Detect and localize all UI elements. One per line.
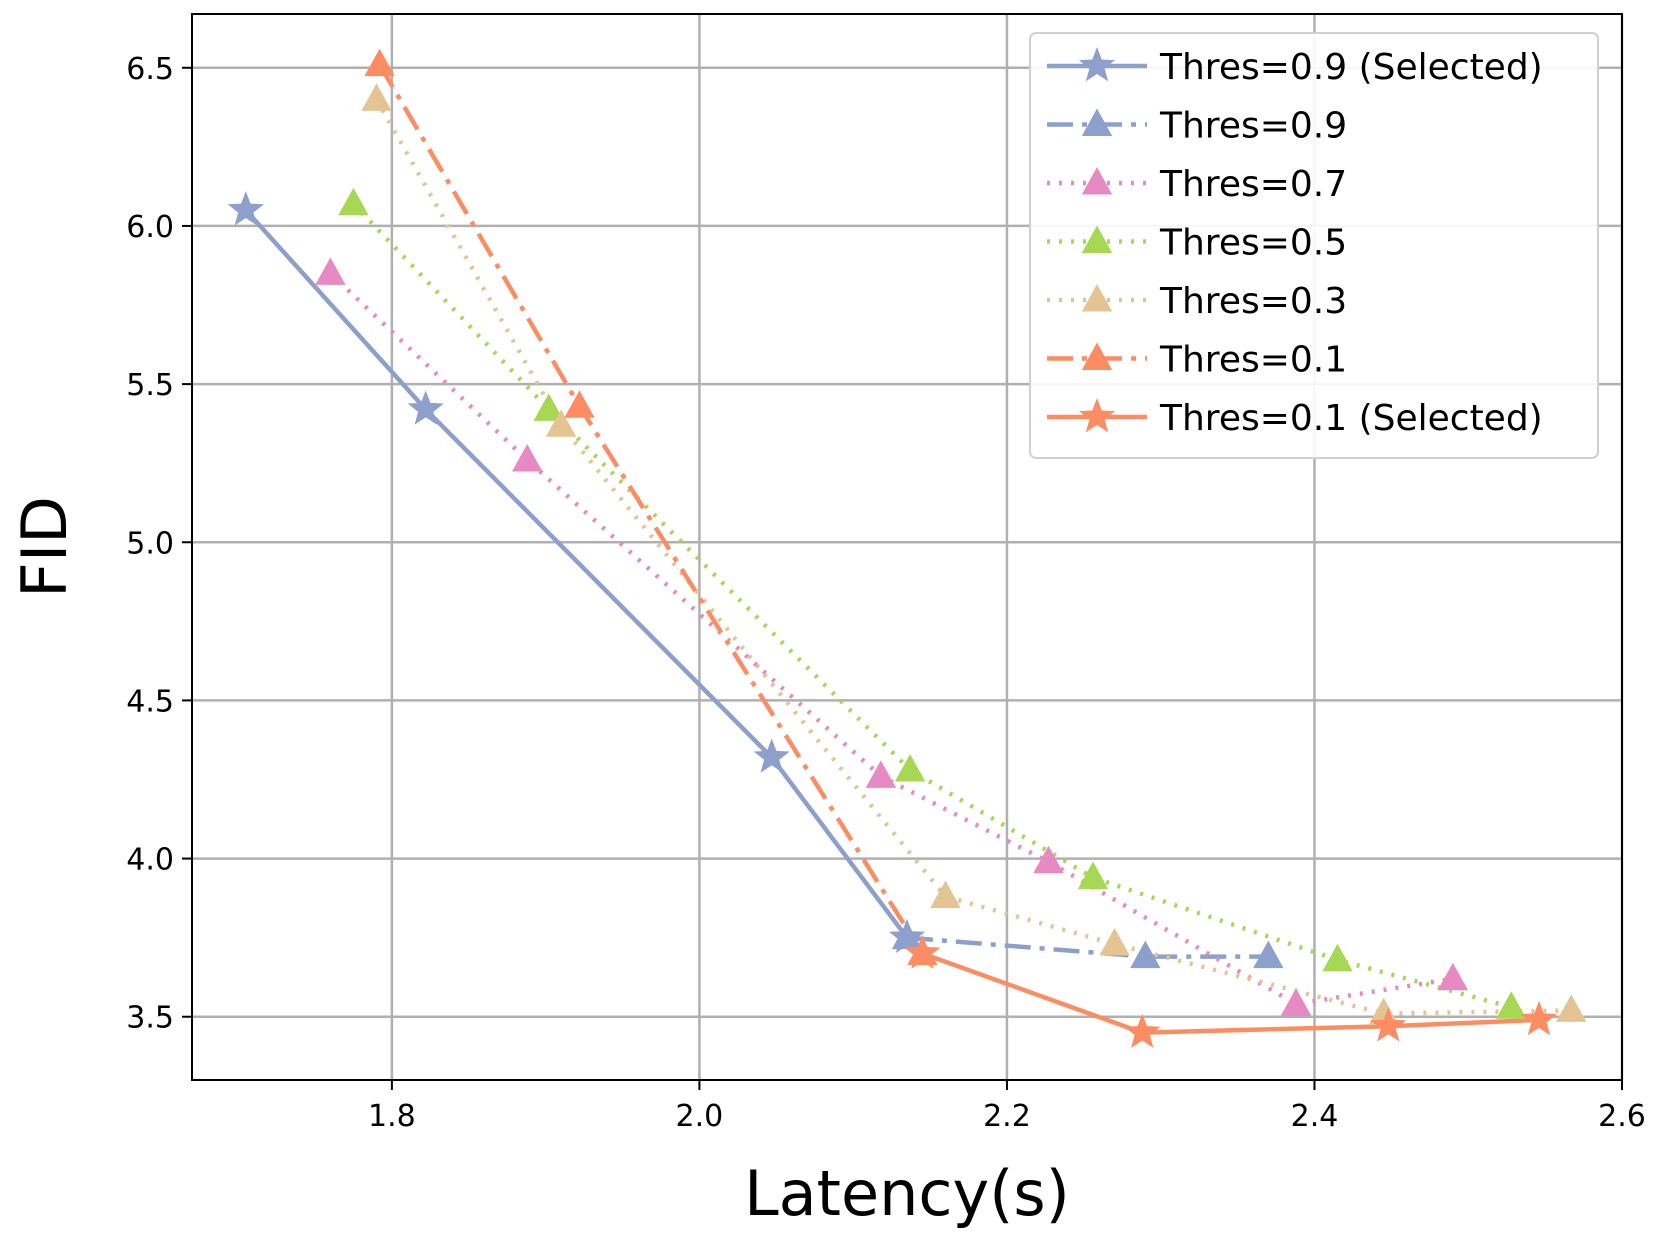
data-point-thres-0-5 (894, 754, 926, 782)
axis-ticks: 1.8 2.0 2.2 2.4 2.6 3.5 4.0 4.5 5.0 5.5 6.0 6.5 (126, 52, 1646, 1134)
data-point-thres-0-1-selected (904, 934, 941, 969)
series-markers (227, 48, 1587, 1048)
data-point-thres-0-1 (564, 390, 595, 418)
legend-label: Thres=0.5 (1159, 223, 1347, 264)
data-point-thres-0-1 (364, 48, 395, 77)
y-tick-label: 4.5 (126, 684, 174, 719)
y-axis-title: FID (8, 496, 81, 598)
data-point-thres-0-3 (545, 409, 577, 437)
data-point-thres-0-7 (1280, 988, 1312, 1016)
legend-label: Thres=0.9 (Selected) (1159, 47, 1543, 88)
data-point-thres-0-3 (1099, 927, 1130, 956)
data-point-thres-0-1-selected (1370, 1007, 1407, 1042)
data-point-thres-0-5 (1322, 943, 1353, 972)
series-line-thres-0-1-selected (921, 951, 1540, 1035)
data-point-thres-0-7 (1437, 962, 1469, 991)
x-tick-label: 2.0 (676, 1099, 724, 1134)
y-tick-label: 5.0 (126, 526, 174, 561)
data-point-thres-0-5 (533, 393, 564, 421)
x-tick-label: 1.8 (368, 1099, 416, 1134)
y-tick-label: 6.0 (126, 210, 174, 245)
data-point-thres-0-1-selected (1520, 1000, 1557, 1036)
data-point-thres-0-1-selected (1124, 1013, 1161, 1048)
data-point-thres-0-9 (1253, 940, 1284, 969)
y-tick-label: 6.5 (126, 52, 174, 87)
legend-marker (1081, 167, 1113, 195)
data-point-thres-0-5 (1496, 991, 1527, 1019)
data-point-thres-0-9-selected (753, 738, 790, 773)
data-point-thres-0-5 (1077, 861, 1109, 890)
legend-marker (1081, 225, 1113, 254)
legend-label: Thres=0.9 (1159, 106, 1347, 147)
series-line-thres-0-5 (351, 202, 1512, 1010)
plot-frame (191, 13, 1623, 1081)
data-point-thres-0-3 (930, 880, 961, 909)
data-point-thres-0-3 (1556, 994, 1587, 1022)
x-tick-label: 2.2 (983, 1099, 1031, 1134)
legend-label: Thres=0.1 (1159, 340, 1347, 381)
data-point-thres-0-5 (338, 187, 369, 216)
legend-marker (1081, 284, 1113, 312)
legend-box (1029, 32, 1599, 459)
x-tick-label: 2.6 (1598, 1099, 1646, 1134)
legend-marker (1081, 342, 1113, 371)
legend-marker (1081, 108, 1113, 137)
legend: Thres=0.9 (Selected) Thres=0.9 Thres=0.7 Th… (1029, 32, 1599, 459)
legend-marker (1078, 398, 1116, 433)
data-point-thres-0-9 (1130, 940, 1161, 969)
x-axis-title: Latency(s) (744, 1157, 1070, 1230)
data-point-thres-0-7 (865, 760, 897, 788)
y-tick-label: 5.5 (126, 368, 174, 403)
legend-label: Thres=0.7 (1159, 164, 1347, 205)
data-point-thres-0-9 (891, 921, 923, 950)
data-point-thres-0-3 (361, 83, 392, 111)
series-line-thres-0-9-selected (244, 208, 909, 940)
y-tick-label: 3.5 (126, 1001, 174, 1036)
data-point-thres-0-9-selected (407, 390, 444, 425)
legend-label: Thres=0.1 (Selected) (1159, 398, 1543, 439)
legend-marker (1078, 47, 1116, 82)
data-point-thres-0-7 (512, 444, 543, 472)
x-tick-label: 2.4 (1291, 1099, 1339, 1134)
data-point-thres-0-7 (1033, 845, 1064, 874)
data-point-thres-0-7 (315, 257, 346, 285)
legend-label: Thres=0.3 (1159, 281, 1347, 322)
series-line-thres-0-3 (374, 98, 1572, 1016)
data-point-thres-0-9-selected (227, 191, 264, 226)
y-tick-label: 4.0 (126, 843, 174, 878)
